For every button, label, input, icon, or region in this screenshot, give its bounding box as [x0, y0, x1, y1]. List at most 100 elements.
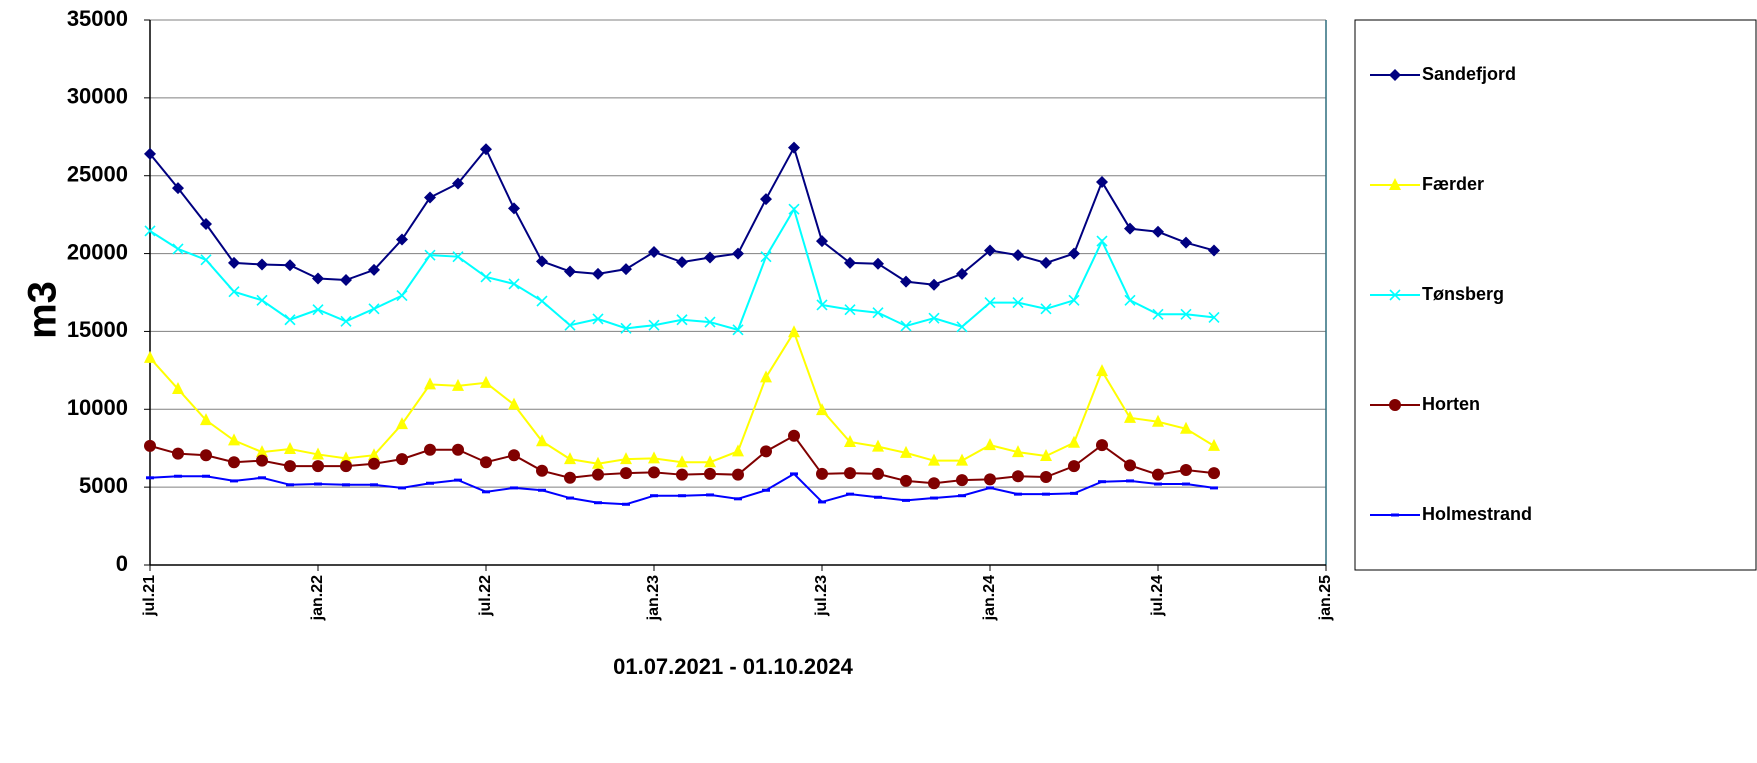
- data-point: [536, 464, 548, 477]
- data-point: [704, 251, 716, 264]
- series-line: [149, 329, 1215, 465]
- data-point: [1042, 492, 1050, 496]
- data-point: [902, 498, 910, 502]
- data-point: [788, 141, 800, 154]
- y-tick-label: 25000: [67, 162, 128, 187]
- data-point: [1180, 236, 1192, 249]
- data-point: [508, 278, 520, 290]
- data-point: [676, 468, 688, 481]
- data-point: [872, 439, 884, 452]
- data-point: [228, 433, 240, 446]
- data-point: [480, 143, 492, 156]
- legend-marker: [1389, 289, 1401, 301]
- data-point: [1210, 486, 1218, 490]
- data-point: [734, 497, 742, 501]
- data-point: [846, 492, 854, 496]
- data-point: [760, 251, 772, 263]
- data-point: [340, 451, 352, 464]
- data-point: [424, 249, 436, 261]
- data-point: [732, 324, 744, 336]
- data-point: [1014, 492, 1022, 496]
- data-point: [564, 319, 576, 331]
- data-point: [368, 457, 380, 470]
- data-point: [256, 294, 268, 306]
- data-point: [1124, 222, 1136, 235]
- data-point: [956, 267, 968, 280]
- x-tick-label: jan.24: [981, 575, 998, 621]
- data-point: [732, 468, 744, 481]
- legend-label: Færder: [1422, 174, 1484, 194]
- data-point: [200, 217, 212, 230]
- y-tick-label: 30000: [67, 84, 128, 109]
- data-point: [398, 486, 406, 490]
- data-point: [788, 325, 800, 338]
- data-point: [1152, 468, 1164, 481]
- data-point: [986, 486, 994, 490]
- x-tick-label: jul.21: [141, 575, 158, 617]
- series-line: [149, 206, 1215, 332]
- data-point: [1208, 438, 1220, 451]
- data-point: [1012, 297, 1024, 309]
- data-point: [760, 445, 772, 458]
- data-point: [452, 443, 464, 456]
- data-point: [200, 254, 212, 266]
- data-point: [1068, 294, 1080, 306]
- data-point: [900, 474, 912, 487]
- data-point: [314, 482, 322, 486]
- data-point: [1180, 308, 1192, 320]
- data-point: [508, 397, 520, 410]
- data-point: [622, 502, 630, 506]
- data-point: [648, 466, 660, 479]
- y-tick-label: 20000: [67, 239, 128, 264]
- data-point: [1068, 460, 1080, 473]
- legend-label: Horten: [1422, 394, 1480, 414]
- data-point: [706, 493, 714, 497]
- y-tick-label: 35000: [67, 6, 128, 31]
- legend-label: Holmestrand: [1422, 504, 1532, 524]
- data-point: [620, 263, 632, 276]
- data-point: [312, 460, 324, 473]
- legend-marker: [1389, 69, 1401, 81]
- data-point: [1154, 482, 1162, 486]
- data-point: [284, 259, 296, 272]
- data-point: [424, 191, 436, 204]
- data-point: [480, 375, 492, 388]
- data-point: [872, 467, 884, 480]
- data-point: [984, 438, 996, 451]
- data-point: [286, 483, 294, 487]
- data-point: [816, 467, 828, 480]
- data-point: [396, 290, 408, 302]
- legend-marker: [1391, 513, 1399, 517]
- data-point: [426, 481, 434, 485]
- data-point: [958, 494, 966, 498]
- legend-box: [1354, 19, 1757, 571]
- data-point: [508, 202, 520, 215]
- data-point: [788, 429, 800, 442]
- data-point: [1208, 467, 1220, 480]
- data-point: [1152, 414, 1164, 427]
- data-point: [874, 495, 882, 499]
- data-point: [340, 460, 352, 473]
- data-point: [284, 460, 296, 473]
- data-point: [594, 501, 602, 505]
- data-point: [1040, 471, 1052, 484]
- data-point: [1070, 491, 1078, 495]
- data-point: [340, 274, 352, 287]
- data-point: [172, 447, 184, 460]
- data-point: [538, 488, 546, 492]
- data-point: [564, 471, 576, 484]
- data-point: [956, 474, 968, 487]
- data-point: [760, 370, 772, 383]
- data-point: [144, 350, 156, 363]
- data-point: [844, 467, 856, 480]
- y-tick-label: 15000: [67, 317, 128, 342]
- data-point: [146, 476, 154, 480]
- data-point: [144, 147, 156, 160]
- data-point: [1096, 175, 1108, 188]
- data-point: [200, 413, 212, 426]
- data-point: [454, 478, 462, 482]
- x-tick-label: jul.23: [813, 575, 830, 617]
- data-point: [480, 271, 492, 283]
- data-point: [928, 477, 940, 490]
- data-point: [900, 445, 912, 458]
